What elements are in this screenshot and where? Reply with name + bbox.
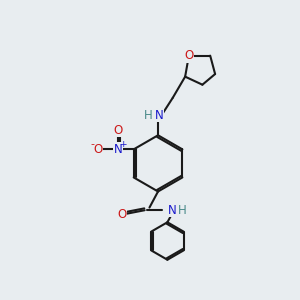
Text: H: H [178, 204, 187, 217]
Text: O: O [117, 208, 127, 221]
Text: -: - [90, 140, 94, 149]
Text: O: O [93, 143, 102, 156]
Text: N: N [168, 204, 177, 217]
Text: N: N [114, 143, 123, 156]
Text: +: + [119, 140, 127, 149]
Text: H: H [144, 109, 153, 122]
Text: O: O [184, 49, 194, 62]
Text: O: O [114, 124, 123, 136]
Text: N: N [155, 109, 164, 122]
